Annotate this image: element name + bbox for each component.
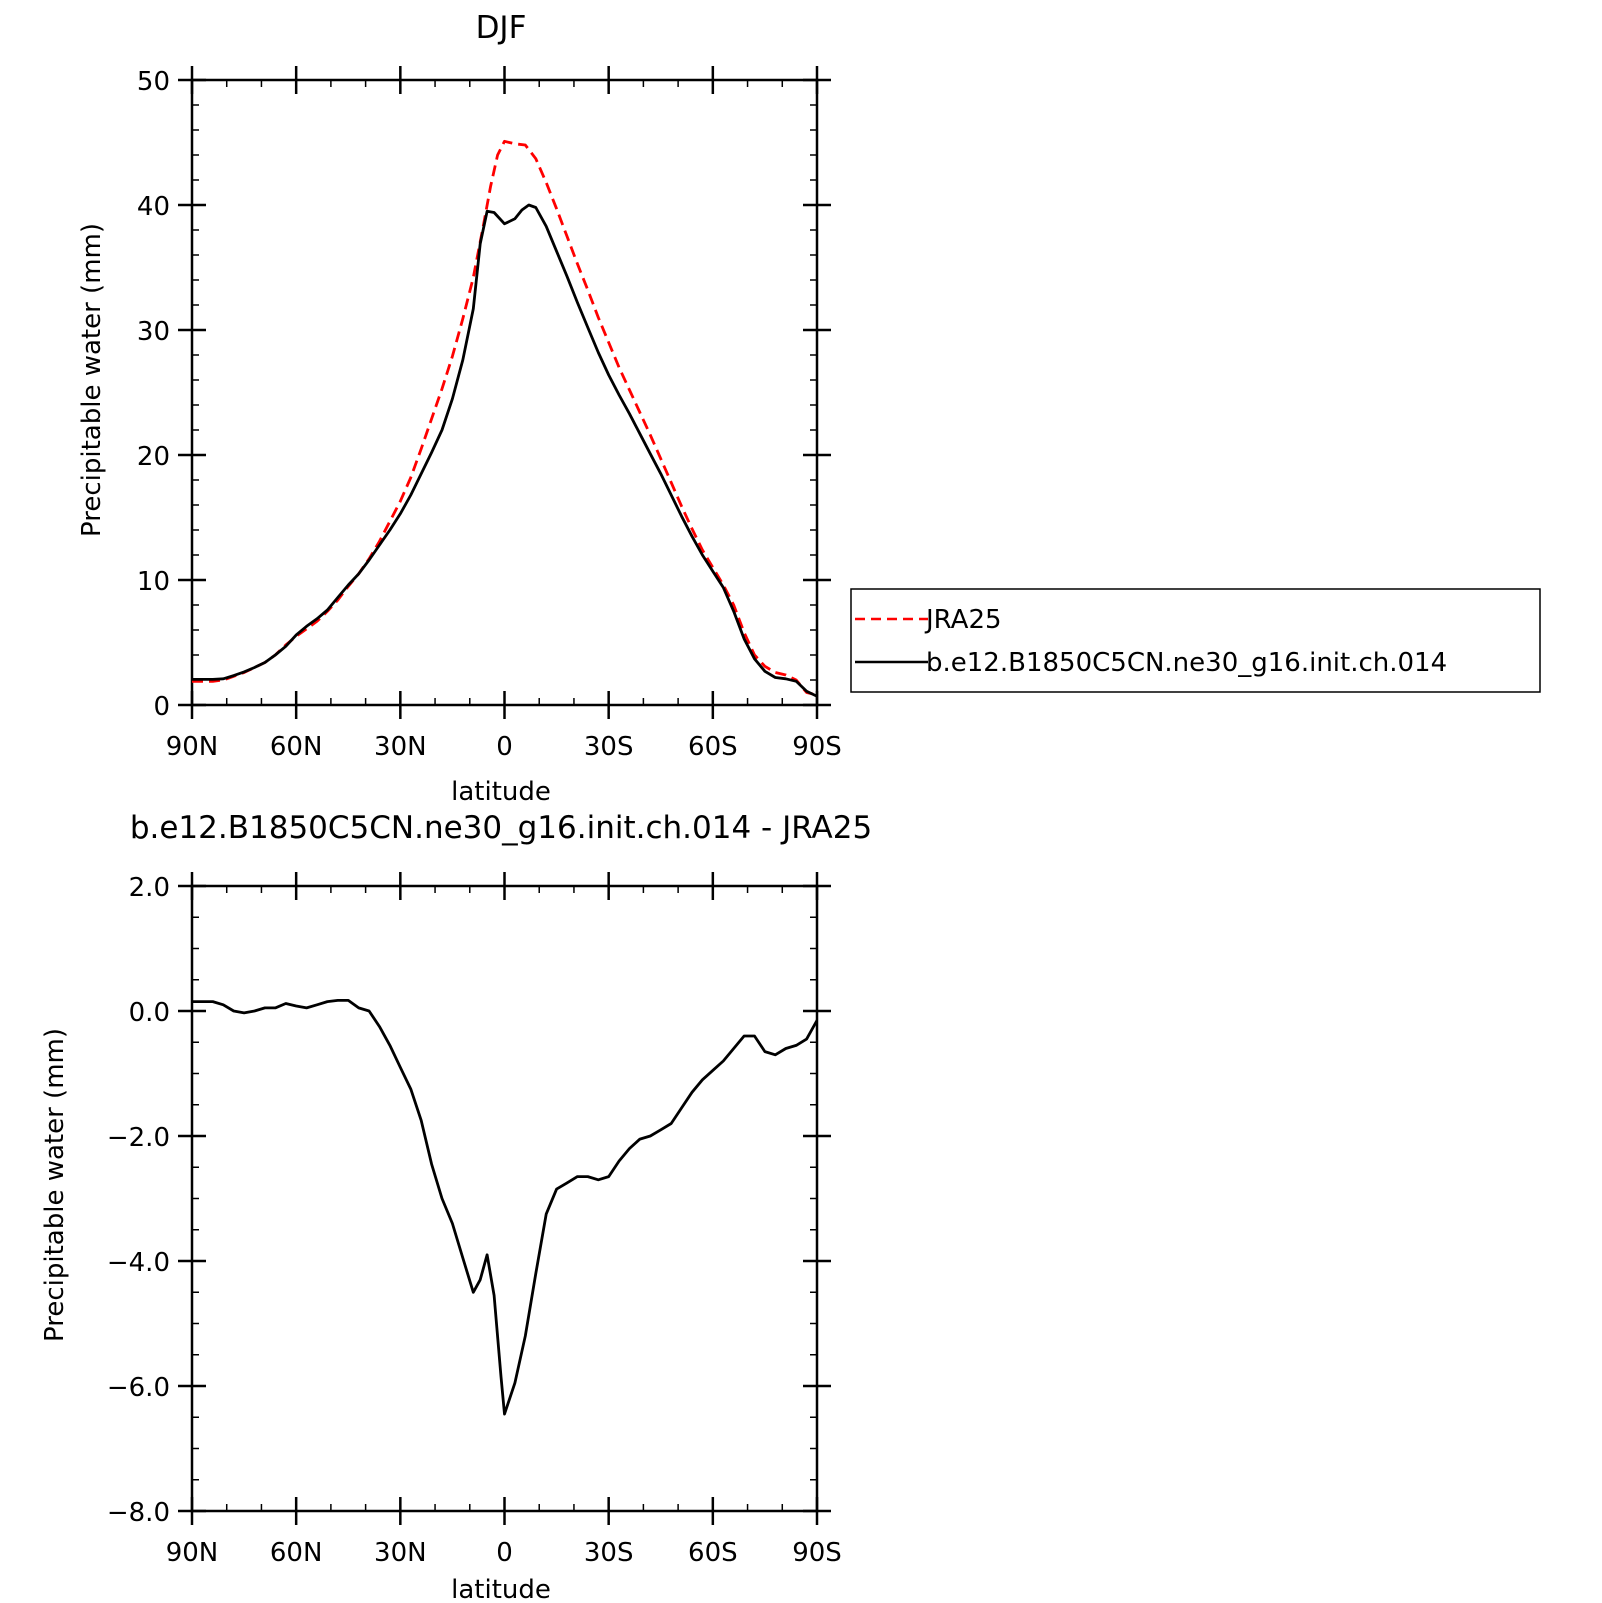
series-line-bottom-0 xyxy=(192,999,817,1416)
legend: JRA25 b.e12.B1850C5CN.ne30_g16.init.ch.0… xyxy=(850,588,1541,693)
legend-label-jra25: JRA25 xyxy=(924,605,1002,635)
x-axis-label-top: latitude xyxy=(451,777,551,807)
series-group-top xyxy=(192,139,817,698)
y-tick-label: 30 xyxy=(137,317,170,347)
y-tick-label: 2.0 xyxy=(129,873,170,903)
x-tick-label: 90S xyxy=(792,732,842,762)
x-tick-label: 30S xyxy=(584,732,634,762)
axes-top: 0 10 20 30 40 50 90N 60N 30N 0 30S 60S 90S xyxy=(137,66,842,762)
x-tick-label: 30N xyxy=(374,1538,427,1568)
y-tick-label: 50 xyxy=(137,67,170,97)
x-tick-label: 60N xyxy=(270,732,323,762)
x-tick-label: 0 xyxy=(496,1538,513,1568)
y-axis-label-bottom: Precipitable water (mm) xyxy=(40,1028,70,1342)
x-tick-label: 30N xyxy=(374,732,427,762)
y-tick-label: 0.0 xyxy=(129,998,170,1028)
y-tick-label: 10 xyxy=(137,567,170,597)
x-tick-label: 60S xyxy=(688,732,738,762)
y-axis-label-top: Precipitable water (mm) xyxy=(77,223,107,537)
x-tick-label: 90N xyxy=(166,1538,219,1568)
x-tick-label: 60N xyxy=(270,1538,323,1568)
y-tick-label: 20 xyxy=(137,442,170,472)
axes-bottom: 2.0 0.0 −2.0 −4.0 −6.0 −8.0 90N 60N 30N 0 30S 60S 90… xyxy=(107,872,842,1568)
panel-bottom: b.e12.B1850C5CN.ne30_g16.init.ch.014 - J… xyxy=(40,810,872,1603)
plot-frame xyxy=(190,78,819,707)
y-tick-label: 0 xyxy=(153,692,170,722)
panel-top: DJF Precipitable water (mm) latitude 0 10… xyxy=(77,10,842,807)
plot-frame xyxy=(190,884,819,1513)
chart-title-bottom: b.e12.B1850C5CN.ne30_g16.init.ch.014 - J… xyxy=(130,810,872,846)
x-axis-label-bottom: latitude xyxy=(451,1575,551,1603)
x-tick-label: 90N xyxy=(166,732,219,762)
legend-box xyxy=(850,588,1541,693)
y-tick-label: −6.0 xyxy=(107,1373,170,1403)
series-line-top-1 xyxy=(192,203,817,698)
x-tick-label: 0 xyxy=(496,732,513,762)
x-tick-label: 60S xyxy=(688,1538,738,1568)
legend-label-model: b.e12.B1850C5CN.ne30_g16.init.ch.014 xyxy=(926,648,1447,678)
y-tick-label: −4.0 xyxy=(107,1248,170,1278)
chart-title-top: DJF xyxy=(476,10,527,46)
x-tick-label: 90S xyxy=(792,1538,842,1568)
series-group-bottom xyxy=(192,999,817,1416)
y-tick-label: −2.0 xyxy=(107,1123,170,1153)
y-tick-label: 40 xyxy=(137,192,170,222)
y-tick-label: −8.0 xyxy=(107,1498,170,1528)
x-tick-label: 30S xyxy=(584,1538,634,1568)
